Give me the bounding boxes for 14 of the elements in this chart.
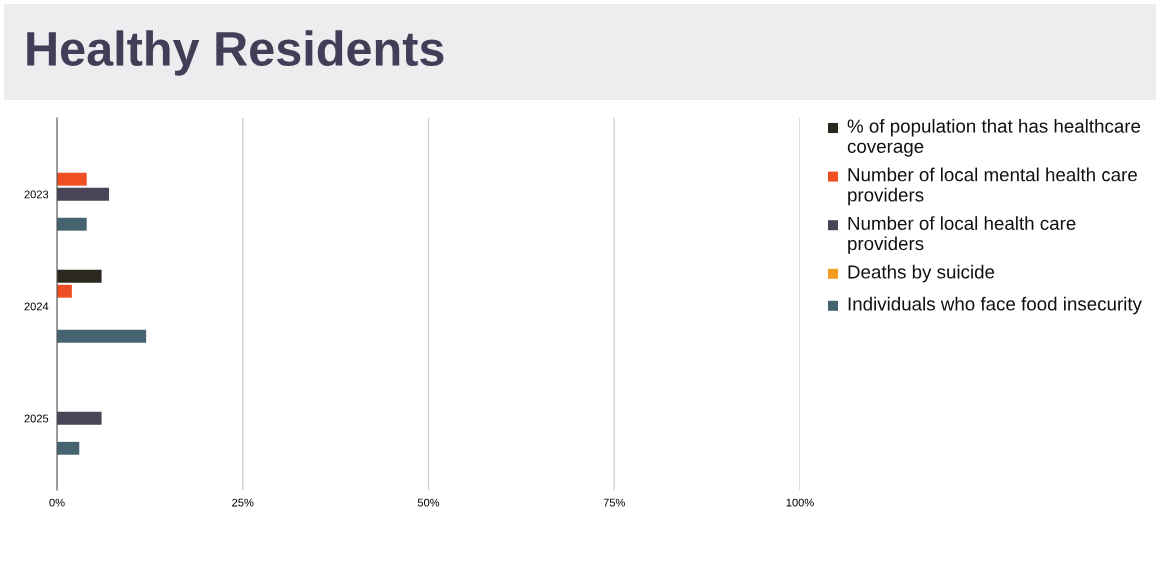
legend-label: Number of local health care providers	[848, 216, 1076, 254]
x-tick-label: 0%	[49, 498, 65, 507]
y-tick-label: 2025	[24, 414, 49, 423]
y-tick-label: 2023	[24, 190, 49, 199]
legend-label: Individuals who face food insecurity	[848, 296, 1142, 315]
x-tick-label: 50%	[417, 498, 440, 507]
x-tick-label: 100%	[786, 498, 814, 507]
y-tick-label: 2024	[24, 302, 49, 311]
legend-label: Number of local mental health care providers	[848, 167, 1137, 206]
chart-title: Healthy Residents	[27, 30, 444, 76]
legend-label: % of population that has healthcare coverage	[847, 119, 1141, 157]
legend-label: Deaths by suicide	[848, 264, 995, 283]
x-tick-label: 25%	[232, 498, 254, 507]
x-tick-label: 75%	[603, 498, 625, 507]
